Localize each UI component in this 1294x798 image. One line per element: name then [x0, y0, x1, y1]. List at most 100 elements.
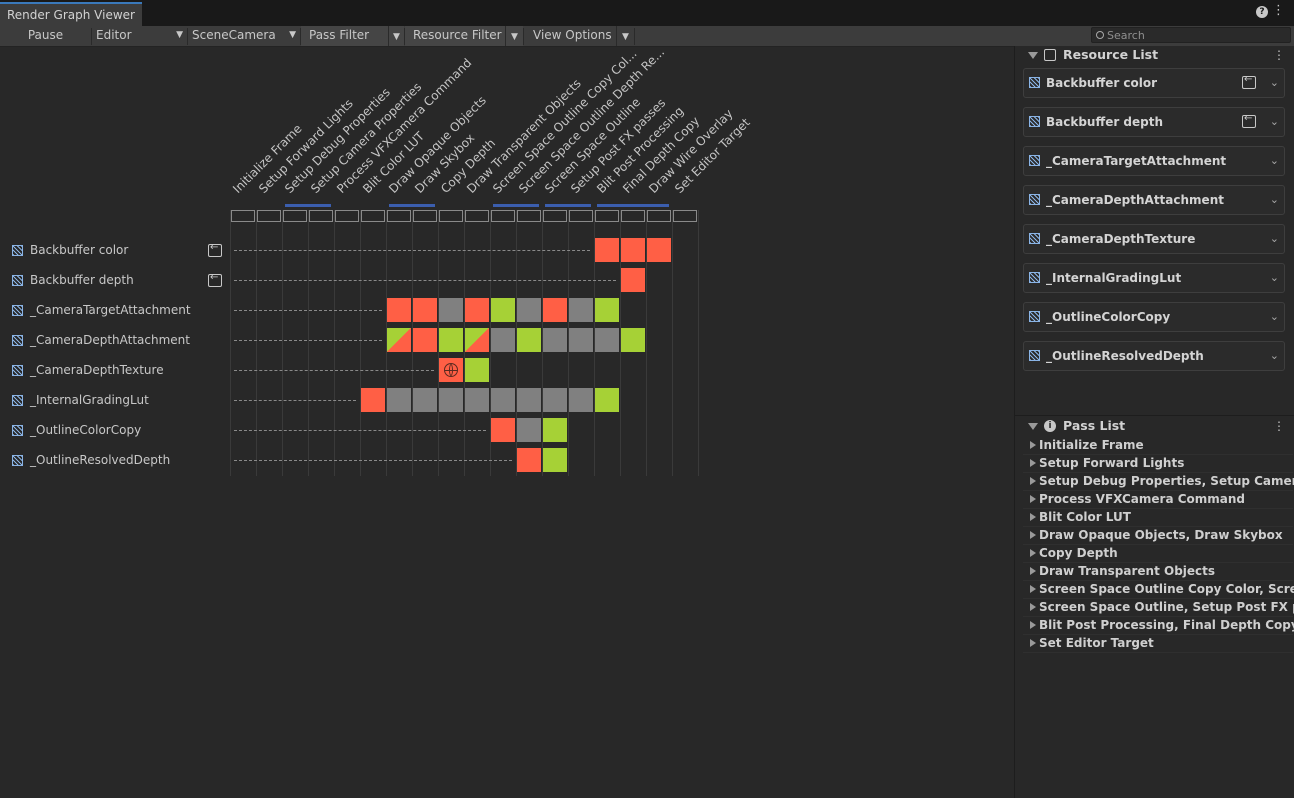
- chevron-down-icon[interactable]: ⌄: [1269, 193, 1279, 206]
- resource-row-label[interactable]: Backbuffer color: [30, 243, 129, 257]
- resource-access-cell-read[interactable]: [465, 358, 489, 382]
- resource-access-cell-write[interactable]: [491, 418, 515, 442]
- pass-header-box[interactable]: [257, 210, 281, 222]
- view-options-dropdown[interactable]: ▼: [616, 26, 634, 46]
- resource-access-cell-unused[interactable]: [517, 298, 541, 322]
- resource-filter-dropdown[interactable]: ▼: [505, 26, 523, 46]
- pass-list-item[interactable]: Set Editor Target: [1023, 635, 1293, 653]
- resource-access-cell-unused[interactable]: [543, 388, 567, 412]
- pass-header-box[interactable]: [569, 210, 593, 222]
- resource-list-menu-icon[interactable]: ⋮: [1273, 48, 1285, 62]
- resource-row-label[interactable]: Backbuffer depth: [30, 273, 134, 287]
- resource-access-cell-unused[interactable]: [543, 328, 567, 352]
- resource-access-cell-write[interactable]: [647, 238, 671, 262]
- pass-header-box[interactable]: [439, 210, 463, 222]
- pass-list-header[interactable]: i Pass List ⋮: [1015, 417, 1294, 437]
- window-tab[interactable]: Render Graph Viewer: [0, 2, 142, 26]
- resource-row-label[interactable]: _OutlineResolvedDepth: [30, 453, 171, 467]
- pass-header-box[interactable]: [517, 210, 541, 222]
- chevron-down-icon[interactable]: ⌄: [1269, 115, 1279, 128]
- resource-access-cell-unused[interactable]: [439, 388, 463, 412]
- expand-triangle-icon[interactable]: [1030, 639, 1036, 647]
- pass-header-box[interactable]: [465, 210, 489, 222]
- resource-filter-button[interactable]: Resource Filter: [405, 26, 505, 46]
- pass-header-box[interactable]: [543, 210, 567, 222]
- resource-row-label[interactable]: _OutlineColorCopy: [30, 423, 142, 437]
- collapse-triangle-icon[interactable]: [1028, 423, 1038, 430]
- pass-header-box[interactable]: [491, 210, 515, 222]
- resource-list-item[interactable]: _CameraDepthTexture ⌄: [1023, 224, 1285, 254]
- expand-triangle-icon[interactable]: [1030, 603, 1036, 611]
- chevron-down-icon[interactable]: ⌄: [1269, 310, 1279, 323]
- resource-access-cell-write[interactable]: [413, 328, 437, 352]
- resource-list-item[interactable]: _CameraTargetAttachment ⌄: [1023, 146, 1285, 176]
- pass-list-item[interactable]: Screen Space Outline, Setup Post FX pas.…: [1023, 599, 1294, 617]
- resource-row-label[interactable]: _InternalGradingLut: [30, 393, 149, 407]
- pass-header-box[interactable]: [647, 210, 671, 222]
- pass-filter-dropdown[interactable]: ▼: [388, 26, 404, 46]
- resource-access-cell-global[interactable]: [439, 358, 463, 382]
- resource-access-cell-unused[interactable]: [595, 328, 619, 352]
- resource-access-cell-write[interactable]: [621, 268, 645, 292]
- pass-header-box[interactable]: [283, 210, 307, 222]
- pass-list-item[interactable]: Copy Depth: [1023, 545, 1293, 563]
- expand-triangle-icon[interactable]: [1030, 531, 1036, 539]
- chevron-down-icon[interactable]: ⌄: [1269, 271, 1279, 284]
- expand-triangle-icon[interactable]: [1030, 477, 1036, 485]
- pass-list-item[interactable]: Blit Post Processing, Final Depth Copy, …: [1023, 617, 1294, 635]
- graph-dropdown[interactable]: Editor ▼: [92, 26, 187, 46]
- expand-triangle-icon[interactable]: [1030, 513, 1036, 521]
- resource-access-cell-unused[interactable]: [387, 388, 411, 412]
- resource-access-cell-write[interactable]: [465, 298, 489, 322]
- chevron-down-icon[interactable]: ⌄: [1269, 349, 1279, 362]
- pass-list-item[interactable]: Setup Debug Properties, Setup Camera ...: [1023, 473, 1294, 491]
- resource-access-cell-write[interactable]: [361, 388, 385, 412]
- pass-header-box[interactable]: [335, 210, 359, 222]
- pass-list-item[interactable]: Screen Space Outline Copy Color, Scree..…: [1023, 581, 1294, 599]
- pass-header-box[interactable]: [413, 210, 437, 222]
- resource-list-item[interactable]: _InternalGradingLut ⌄: [1023, 263, 1285, 293]
- pass-header-box[interactable]: [361, 210, 385, 222]
- resource-row-label[interactable]: _CameraDepthAttachment: [30, 333, 190, 347]
- expand-triangle-icon[interactable]: [1030, 495, 1036, 503]
- pass-header-box[interactable]: [231, 210, 255, 222]
- pass-list-menu-icon[interactable]: ⋮: [1273, 419, 1285, 433]
- pass-header-box[interactable]: [621, 210, 645, 222]
- resource-access-cell-read[interactable]: [543, 418, 567, 442]
- resource-list-item[interactable]: _CameraDepthAttachment ⌄: [1023, 185, 1285, 215]
- resource-access-cell-read[interactable]: [491, 298, 515, 322]
- expand-triangle-icon[interactable]: [1030, 585, 1036, 593]
- resource-access-cell-unused[interactable]: [569, 298, 593, 322]
- pass-filter-button[interactable]: Pass Filter: [301, 26, 388, 46]
- expand-triangle-icon[interactable]: [1030, 567, 1036, 575]
- pass-list-item[interactable]: Initialize Frame: [1023, 437, 1293, 455]
- pass-header-box[interactable]: [595, 210, 619, 222]
- resource-access-cell-unused[interactable]: [491, 328, 515, 352]
- resource-access-cell-write[interactable]: [543, 298, 567, 322]
- pause-button[interactable]: Pause: [27, 28, 64, 42]
- resource-access-cell-read[interactable]: [595, 388, 619, 412]
- resource-access-cell-write[interactable]: [387, 298, 411, 322]
- expand-triangle-icon[interactable]: [1030, 459, 1036, 467]
- resource-access-cell-unused[interactable]: [569, 328, 593, 352]
- chevron-down-icon[interactable]: ⌄: [1269, 232, 1279, 245]
- pass-list-item[interactable]: Blit Color LUT: [1023, 509, 1293, 527]
- pass-list-item[interactable]: Draw Transparent Objects: [1023, 563, 1293, 581]
- resource-list-item[interactable]: _OutlineColorCopy ⌄: [1023, 302, 1285, 332]
- resource-access-cell-write[interactable]: [595, 238, 619, 262]
- resource-access-cell-unused[interactable]: [491, 388, 515, 412]
- resource-list-item[interactable]: _OutlineResolvedDepth ⌄: [1023, 341, 1285, 371]
- resource-list-item[interactable]: Backbuffer depth ⌄: [1023, 107, 1285, 137]
- resource-row-label[interactable]: _CameraDepthTexture: [30, 363, 164, 377]
- camera-dropdown[interactable]: SceneCamera ▼: [188, 26, 300, 46]
- help-icon[interactable]: ?: [1256, 6, 1268, 18]
- resource-access-cell-readwrite[interactable]: [465, 328, 489, 352]
- pass-list-item[interactable]: Setup Forward Lights: [1023, 455, 1293, 473]
- resource-access-cell-read[interactable]: [595, 298, 619, 322]
- resource-access-cell-write[interactable]: [621, 238, 645, 262]
- expand-triangle-icon[interactable]: [1030, 621, 1036, 629]
- expand-triangle-icon[interactable]: [1030, 549, 1036, 557]
- resource-access-cell-unused[interactable]: [439, 298, 463, 322]
- resource-access-cell-write[interactable]: [413, 298, 437, 322]
- resource-access-cell-unused[interactable]: [569, 388, 593, 412]
